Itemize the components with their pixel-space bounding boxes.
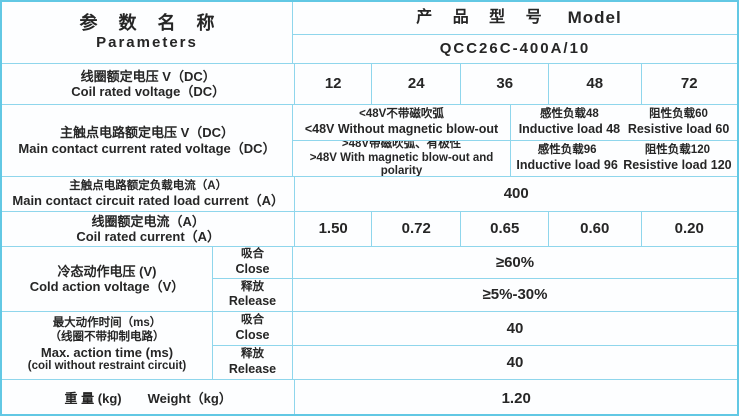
coil-current-value: 0.60: [549, 212, 642, 247]
inductive-load-cn: 感性负载96: [537, 144, 597, 157]
max-time-release-value: 40: [293, 346, 737, 380]
load-current-row: 主触点电路额定负载电流（A） Main contact circuit rate…: [2, 177, 737, 212]
model-value: QCC26C-400A/10: [439, 40, 591, 58]
coil-voltage-label-en: Coil rated voltage（DC）: [71, 84, 226, 99]
coil-voltage-label-cell: 线圈额定电压 V（DC） Coil rated voltage（DC）: [2, 64, 296, 105]
blowout-condition-en: >48V With magnetic blow-out and polarity: [309, 151, 494, 177]
max-time-label-en2: (coil without restraint circuit): [27, 359, 187, 372]
cold-action-subrows: 吸合 Close ≥60% 释放 Release ≥5%-30%: [213, 247, 737, 312]
close-label-cell: 吸合 Close: [213, 312, 293, 346]
coil-current-label-cn: 线圈额定电流（A）: [91, 213, 205, 229]
max-time-row: 最大动作时间（ms） （线圈不带抑制电路） Max. action time (…: [2, 312, 737, 380]
blowout-loads-cell: 感性负载96 Inductive load 96 阻性负载120 Resisti…: [511, 141, 737, 177]
model-value-cell: QCC26C-400A/10: [293, 35, 737, 64]
model-header-stack: 产 品 型 号 Model QCC26C-400A/10: [293, 2, 737, 64]
coil-current-value: 0.20: [641, 212, 737, 247]
cold-action-close-value: ≥60%: [293, 247, 737, 279]
max-time-subrows: 吸合 Close 40 释放 Release 40: [213, 312, 737, 380]
blowout-condition-cn: <48V不带磁吹弧: [359, 108, 444, 121]
inductive-load-cn: 感性负载48: [540, 108, 599, 121]
close-label-en: Close: [235, 327, 270, 342]
load-current-label-en: Main contact circuit rated load current（…: [12, 193, 284, 209]
main-contact-voltage-row: 主触点电路额定电压 V（DC） Main contact current rat…: [2, 105, 737, 177]
cold-action-label-cn: 冷态动作电压 (V): [57, 263, 157, 279]
release-label-cell: 释放 Release: [213, 279, 293, 312]
blowout-condition-cell: <48V不带磁吹弧 <48V Without magnetic blow-out: [293, 105, 511, 141]
max-time-label-en1: Max. action time (ms): [40, 344, 174, 360]
blowout-subrow: <48V不带磁吹弧 <48V Without magnetic blow-out…: [293, 105, 737, 141]
cold-action-release-subrow: 释放 Release ≥5%-30%: [213, 279, 737, 312]
weight-row: 重 量 (kg) Weight（kg） 1.20: [2, 380, 737, 414]
resistive-load-cn: 阻性负载120: [644, 144, 710, 157]
close-label-en: Close: [235, 261, 270, 276]
resistive-load-cn: 阻性负载60: [649, 108, 708, 121]
resistive-load-en: Resistive load 60: [627, 121, 730, 136]
weight-label-cell: 重 量 (kg) Weight（kg）: [2, 380, 296, 414]
max-time-release-subrow: 释放 Release 40: [213, 346, 737, 380]
max-time-label-cell: 最大动作时间（ms） （线圈不带抑制电路） Max. action time (…: [2, 312, 213, 380]
main-contact-voltage-label-en: Main contact current rated voltage（DC）: [18, 140, 276, 156]
coil-voltage-value: 12: [295, 64, 372, 105]
cold-action-row: 冷态动作电压 (V) Cold action voltage（V） 吸合 Clo…: [2, 247, 737, 312]
max-time-label-cn1: 最大动作时间（ms）: [52, 317, 162, 330]
close-label-cn: 吸合: [241, 248, 264, 261]
cold-action-label-en: Cold action voltage（V）: [29, 279, 185, 294]
load-current-label-cell: 主触点电路额定负载电流（A） Main contact circuit rate…: [2, 177, 296, 212]
load-current-value: 400: [295, 177, 737, 212]
model-header-cn: 产 品 型 号: [416, 8, 550, 26]
model-header-en: Model: [567, 7, 622, 27]
coil-current-label-cell: 线圈额定电流（A） Coil rated current（A）: [2, 212, 296, 247]
max-time-close-value: 40: [293, 312, 737, 346]
cold-action-release-value: ≥5%-30%: [293, 279, 737, 312]
close-label-cn: 吸合: [241, 314, 264, 327]
inductive-load-en: Inductive load 48: [518, 121, 621, 136]
coil-voltage-row: 线圈额定电压 V（DC） Coil rated voltage（DC） 12 2…: [2, 64, 737, 105]
release-label-en: Release: [228, 294, 277, 309]
resistive-load: 阻性负载120 Resistive load 120: [623, 144, 731, 172]
inductive-load: 感性负载48 Inductive load 48: [519, 108, 620, 136]
release-label-cn: 释放: [241, 348, 264, 361]
max-time-label-cn2: （线圈不带抑制电路）: [49, 331, 165, 344]
blowout-condition-cn: >48V带磁吹弧、有极性: [341, 141, 462, 151]
main-contact-voltage-subrows: <48V不带磁吹弧 <48V Without magnetic blow-out…: [293, 105, 737, 177]
weight-label-en: Weight（kg）: [147, 391, 232, 407]
coil-voltage-value: 24: [371, 64, 462, 105]
coil-current-value: 1.50: [295, 212, 372, 247]
resistive-load: 阻性负载60 Resistive load 60: [628, 108, 729, 136]
model-header-cell: 产 品 型 号 Model: [293, 2, 737, 35]
main-contact-voltage-label-cell: 主触点电路额定电压 V（DC） Main contact current rat…: [2, 105, 293, 177]
blowout-subrow: >48V带磁吹弧、有极性 >48V With magnetic blow-out…: [293, 141, 737, 177]
release-label-cell: 释放 Release: [213, 346, 293, 380]
parameters-header-cn: 参 数 名 称: [79, 13, 223, 34]
weight-label-cn: 重 量 (kg): [64, 391, 122, 407]
coil-current-value: 0.72: [371, 212, 462, 247]
blowout-condition-en: <48V Without magnetic blow-out: [304, 121, 499, 136]
load-current-label-cn: 主触点电路额定负载电流（A）: [69, 179, 228, 192]
coil-current-label-en: Coil rated current（A）: [76, 229, 221, 244]
parameters-header-cell: 参 数 名 称 Parameters: [2, 2, 293, 64]
inductive-load: 感性负载96 Inductive load 96: [516, 144, 617, 172]
coil-current-value: 0.65: [461, 212, 550, 247]
parameters-header-en: Parameters: [96, 34, 198, 52]
coil-current-row: 线圈额定电流（A） Coil rated current（A） 1.50 0.7…: [2, 212, 737, 247]
release-label-cn: 释放: [241, 280, 264, 293]
close-label-cell: 吸合 Close: [213, 247, 293, 279]
cold-action-close-subrow: 吸合 Close ≥60%: [213, 247, 737, 279]
resistive-load-en: Resistive load 120: [623, 157, 732, 172]
coil-voltage-value: 36: [461, 64, 550, 105]
main-contact-voltage-label-cn: 主触点电路额定电压 V（DC）: [59, 125, 235, 141]
coil-voltage-value: 48: [549, 64, 642, 105]
release-label-en: Release: [228, 361, 277, 376]
blowout-condition-cell: >48V带磁吹弧、有极性 >48V With magnetic blow-out…: [293, 141, 511, 177]
blowout-loads-cell: 感性负载48 Inductive load 48 阻性负载60 Resistiv…: [511, 105, 737, 141]
header-row: 参 数 名 称 Parameters 产 品 型 号 Model QCC26C-…: [2, 2, 737, 64]
coil-voltage-label-cn: 线圈额定电压 V（DC）: [80, 68, 216, 84]
cold-action-label-cell: 冷态动作电压 (V) Cold action voltage（V）: [2, 247, 213, 312]
coil-voltage-value: 72: [641, 64, 737, 105]
weight-value: 1.20: [501, 390, 531, 408]
inductive-load-en: Inductive load 96: [516, 157, 618, 172]
max-time-close-subrow: 吸合 Close 40: [213, 312, 737, 346]
